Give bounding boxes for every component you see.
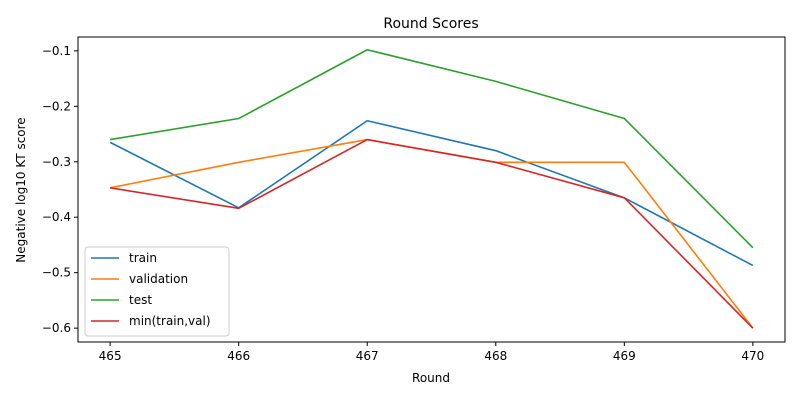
x-tick-label: 466	[227, 349, 250, 363]
x-axis: 465 466 467 468 469 470	[99, 342, 764, 363]
x-tick-label: 467	[356, 349, 379, 363]
chart-title: Round Scores	[383, 16, 478, 32]
y-axis: −0.6 −0.5 −0.4 −0.3 −0.2 −0.1	[42, 44, 78, 335]
y-tick-label: −0.4	[42, 210, 71, 224]
legend-label: test	[129, 293, 152, 307]
y-tick-label: −0.3	[42, 155, 71, 169]
x-axis-label: Round	[412, 371, 450, 385]
legend-box	[84, 246, 230, 337]
x-tick-label: 468	[484, 349, 507, 363]
series-line-min-train-val	[110, 138, 754, 329]
legend-label: train	[129, 251, 157, 265]
x-tick-label: 469	[613, 349, 636, 363]
series-line-train	[109, 119, 754, 267]
series-line-test	[110, 48, 754, 249]
y-tick-label: −0.6	[42, 321, 71, 335]
legend-label: validation	[129, 272, 188, 286]
legend-label: min(train,val)	[129, 314, 211, 328]
y-axis-label: Negative log10 KT score	[14, 117, 28, 262]
legend: train validation test min(train,val)	[84, 246, 230, 337]
y-tick-label: −0.2	[42, 99, 71, 113]
x-tick-label: 465	[99, 349, 122, 363]
plot-area-frame	[77, 36, 786, 343]
x-tick-label: 470	[741, 349, 764, 363]
y-tick-label: −0.1	[42, 44, 71, 58]
y-tick-label: −0.5	[42, 266, 71, 280]
plot-lines	[109, 48, 754, 329]
